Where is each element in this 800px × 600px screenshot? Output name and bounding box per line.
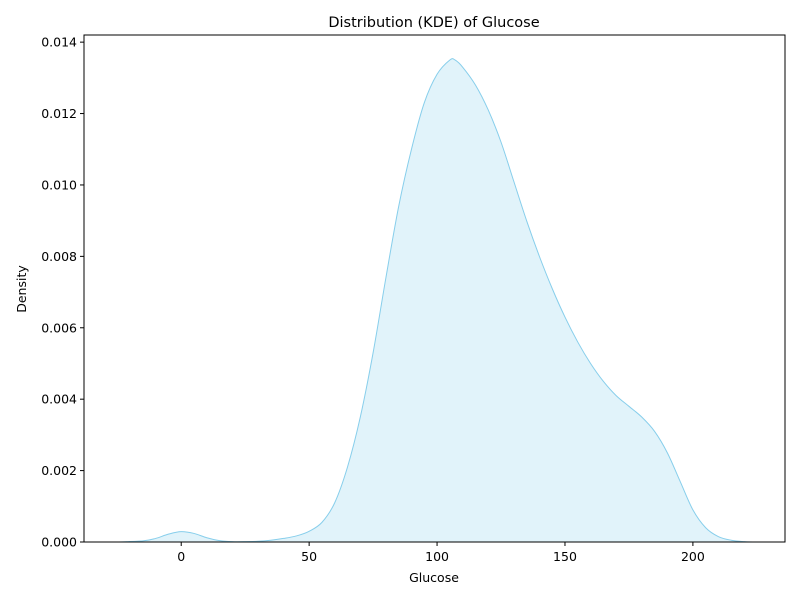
y-tick-label: 0.012: [41, 106, 77, 121]
plot-area: [117, 58, 755, 543]
x-axis-ticks: 0 50 100 150 200: [177, 542, 705, 564]
x-axis-label: Glucose: [409, 570, 459, 585]
y-axis-ticks: 0.000 0.002 0.004 0.006 0.008 0.010 0.012 0.014: [41, 35, 84, 550]
axes-frame: [83, 34, 786, 543]
x-tick-label: 100: [425, 549, 449, 564]
y-tick-label: 0.004: [41, 392, 77, 407]
y-axis-label: Density: [14, 265, 29, 313]
kde-area-fill: [117, 58, 755, 542]
x-tick-label: 50: [301, 549, 317, 564]
x-tick-label: 0: [177, 549, 185, 564]
x-tick-label: 150: [553, 549, 577, 564]
y-tick-label: 0.008: [41, 249, 77, 264]
y-tick-label: 0.014: [41, 35, 77, 50]
y-tick-label: 0.002: [41, 463, 77, 478]
y-tick-label: 0.010: [41, 177, 77, 192]
y-tick-label: 0.006: [41, 320, 77, 335]
chart-title: Distribution (KDE) of Glucose: [328, 15, 539, 31]
y-tick-label: 0.000: [41, 535, 77, 550]
x-tick-label: 200: [681, 549, 705, 564]
